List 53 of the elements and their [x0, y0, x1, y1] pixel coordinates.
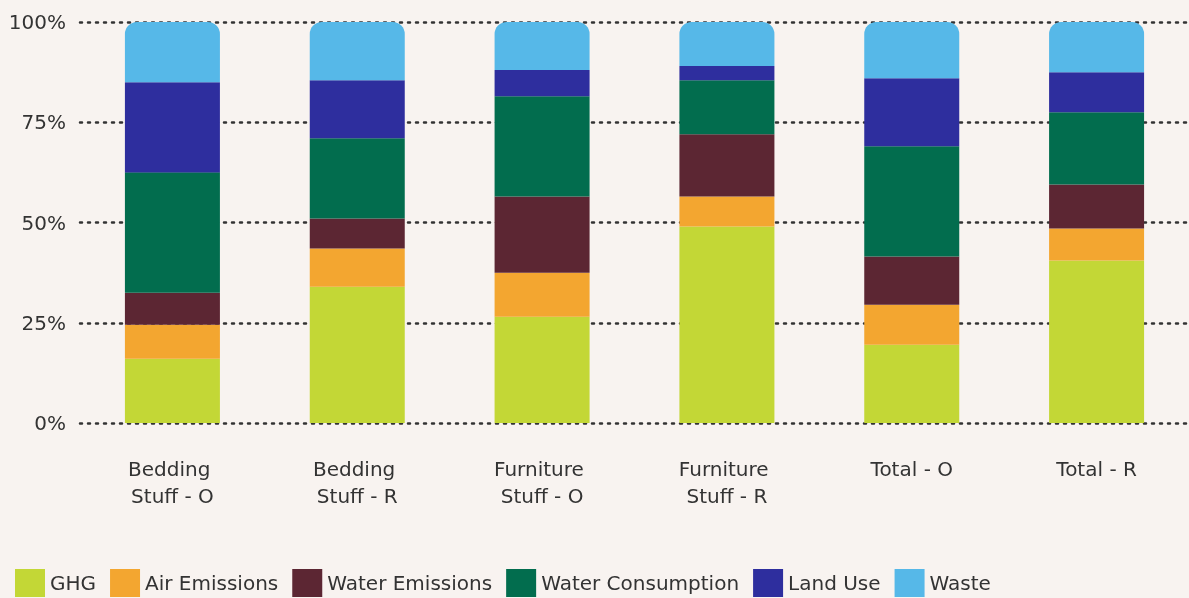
x-tick-label: Bedding Stuff - R — [312, 456, 402, 508]
bar — [864, 344, 960, 423]
y-tick-label: 25% — [21, 310, 66, 335]
bar — [124, 358, 220, 423]
x-tick-label: Total - R — [1055, 456, 1137, 481]
bar — [124, 22, 220, 83]
legend-label: Air Emissions — [145, 571, 279, 595]
bar — [679, 80, 775, 135]
bar — [494, 316, 590, 423]
bar — [309, 138, 405, 219]
bar — [494, 196, 590, 273]
legend-label: Water Consumption — [541, 571, 740, 595]
bar — [1049, 260, 1145, 423]
bar — [494, 96, 590, 197]
x-tick-label: Furniture Stuff - O — [494, 456, 591, 508]
bar — [124, 82, 220, 173]
bar — [124, 172, 220, 293]
bar — [124, 324, 220, 359]
bar — [1049, 184, 1145, 229]
legend-label: Land Use — [788, 571, 881, 595]
bar — [494, 272, 590, 317]
bar — [309, 218, 405, 249]
bar — [679, 226, 775, 423]
x-tick-label: Total - O — [869, 456, 953, 481]
legend-label: Water Emissions — [327, 571, 493, 595]
bar — [494, 22, 590, 71]
bar — [864, 256, 960, 305]
bar — [864, 304, 960, 345]
legend-label: GHG — [50, 571, 97, 595]
legend-label: Waste — [929, 571, 991, 595]
bar — [679, 134, 775, 197]
bar — [309, 80, 405, 139]
bar — [1049, 228, 1145, 261]
x-tick-label: Furniture Stuff - R — [678, 456, 775, 508]
bar — [864, 78, 960, 147]
y-tick-label: 50% — [21, 210, 66, 235]
bar — [309, 286, 405, 423]
bar — [864, 22, 960, 79]
bar — [1049, 22, 1145, 73]
bar — [124, 292, 220, 325]
bar — [1049, 72, 1145, 113]
bar — [679, 196, 775, 227]
x-tick-label: Bedding Stuff - O — [128, 456, 217, 508]
bar — [864, 146, 960, 257]
bar — [309, 22, 405, 81]
bar — [1049, 112, 1145, 185]
y-tick-label: 0% — [34, 411, 66, 435]
bar — [309, 248, 405, 287]
y-tick-label: 75% — [21, 110, 66, 135]
bar — [679, 66, 775, 81]
y-tick-label: 100% — [8, 10, 66, 34]
bar — [679, 22, 775, 67]
bar — [494, 70, 590, 97]
